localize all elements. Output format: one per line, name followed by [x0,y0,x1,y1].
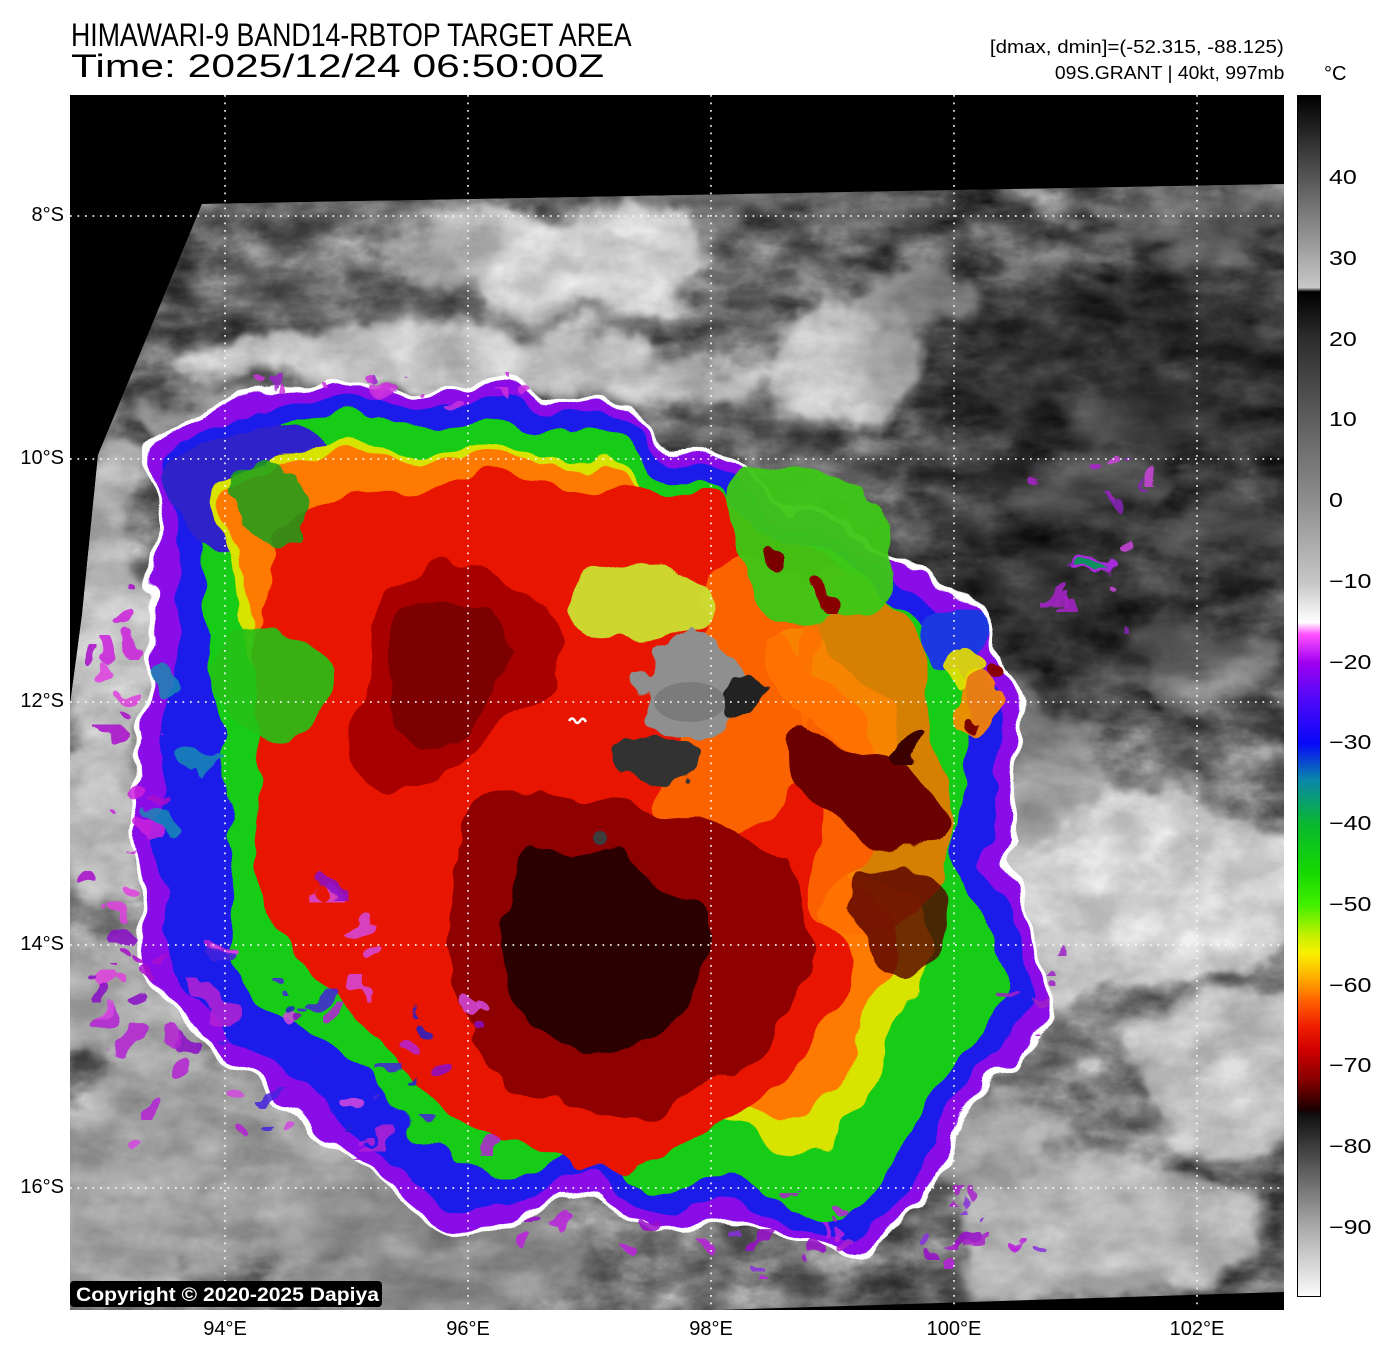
svg-text:Copyright © 2020-2025 Dapiya: Copyright © 2020-2025 Dapiya [76,1285,379,1306]
